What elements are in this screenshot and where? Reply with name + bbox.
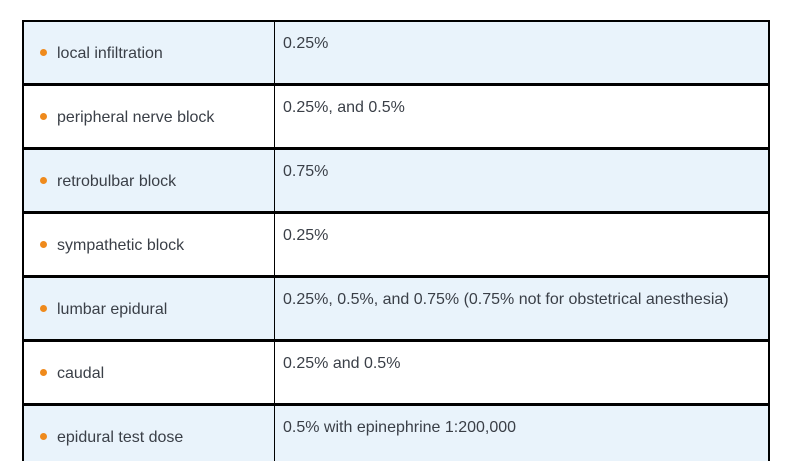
treatment-label: epidural test dose: [57, 428, 184, 446]
concentration-cell: 0.25%: [275, 21, 770, 85]
dosage-table-body: local infiltration 0.25% peripheral nerv…: [23, 21, 769, 461]
concentration-cell: 0.25%, 0.5%, and 0.75% (0.75% not for ob…: [274, 275, 769, 341]
concentration-cell: 0.25%, and 0.5%: [274, 83, 769, 149]
treatment-label: local infiltration: [57, 44, 163, 62]
treatment-cell: caudal: [23, 339, 275, 405]
concentration-value: 0.25%: [283, 35, 329, 52]
treatment-label: caudal: [57, 364, 105, 382]
concentration-cell: 0.75%: [274, 147, 769, 213]
concentration-cell: 0.25%: [274, 211, 769, 277]
concentration-value: 0.25% and 0.5%: [283, 355, 401, 372]
treatment-cell: sympathetic block: [23, 211, 275, 277]
treatment-cell: lumbar epidural: [23, 275, 275, 341]
bullet-icon: [40, 112, 47, 120]
bullet-icon: [40, 432, 47, 440]
bullet-icon: [40, 240, 47, 248]
treatment-cell: local infiltration: [23, 21, 275, 85]
bullet-icon: [40, 368, 47, 376]
concentration-value: 0.25%: [283, 227, 329, 244]
concentration-value: 0.25%, and 0.5%: [283, 99, 405, 116]
concentration-value: 0.25%, 0.5%, and 0.75% (0.75% not for ob…: [283, 291, 729, 308]
concentration-cell: 0.25% and 0.5%: [274, 339, 769, 405]
table-row: sympathetic block 0.25%: [23, 211, 769, 277]
table-row: local infiltration 0.25%: [23, 21, 769, 85]
table-row: peripheral nerve block 0.25%, and 0.5%: [23, 83, 769, 149]
table-row: retrobulbar block 0.75%: [23, 147, 769, 213]
dosage-table: local infiltration 0.25% peripheral nerv…: [22, 20, 770, 461]
concentration-value: 0.5% with epinephrine 1:200,000: [283, 419, 517, 436]
treatment-label: lumbar epidural: [57, 300, 168, 318]
treatment-cell: retrobulbar block: [23, 147, 275, 213]
bullet-icon: [40, 176, 47, 184]
table-row: epidural test dose 0.5% with epinephrine…: [23, 403, 769, 461]
table-row: caudal 0.25% and 0.5%: [23, 339, 769, 405]
bullet-icon: [40, 304, 47, 312]
treatment-cell: epidural test dose: [23, 403, 275, 461]
treatment-cell: peripheral nerve block: [23, 83, 275, 149]
treatment-label: retrobulbar block: [57, 172, 177, 190]
concentration-value: 0.75%: [283, 163, 329, 180]
bullet-icon: [40, 48, 47, 56]
treatment-label: peripheral nerve block: [57, 108, 215, 126]
concentration-cell: 0.5% with epinephrine 1:200,000: [274, 403, 769, 461]
table-row: lumbar epidural 0.25%, 0.5%, and 0.75% (…: [23, 275, 769, 341]
treatment-label: sympathetic block: [57, 236, 185, 254]
